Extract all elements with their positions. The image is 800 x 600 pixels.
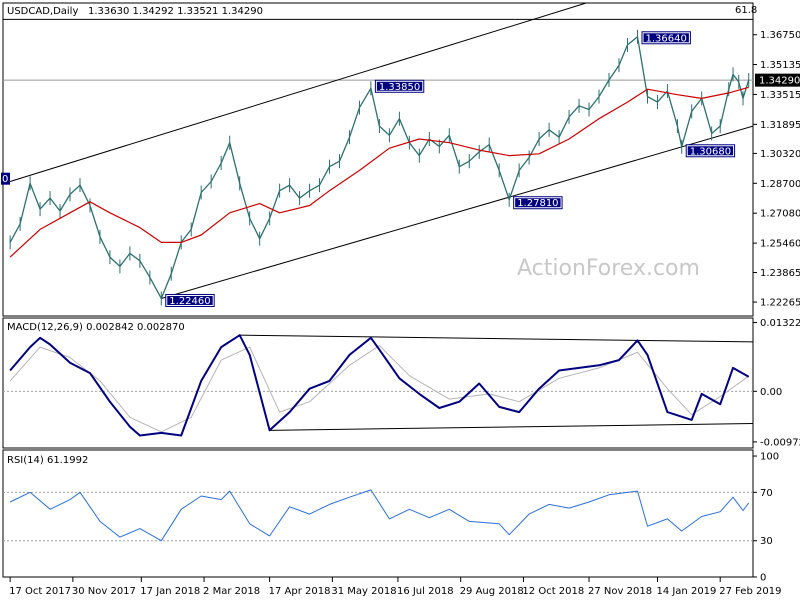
macd-panel-frame xyxy=(2,317,754,449)
last-price-label: 1.34290 xyxy=(759,76,800,87)
watermark: ActionForex.com xyxy=(517,256,700,281)
rsi-title: RSI(14) 61.1992 xyxy=(7,455,88,466)
macd-signal-line xyxy=(9,345,749,433)
x-tick-label: 17 Jan 2018 xyxy=(140,586,200,597)
swing-label-box xyxy=(641,31,691,45)
ohlc-values: 1.33630 1.34292 1.33521 1.34290 xyxy=(88,6,263,17)
swing-label-box xyxy=(685,144,736,158)
price-panel-frame xyxy=(2,2,754,317)
price-y-tick-label: 1.35135 xyxy=(760,60,800,71)
edge-label-box xyxy=(1,172,10,185)
price-y-tick-label: 1.36750 xyxy=(760,30,800,41)
x-tick-label: 12 Oct 2018 xyxy=(522,586,584,597)
rsi-panel-frame xyxy=(2,449,754,578)
swing-label: 1.36640 xyxy=(646,33,687,44)
channel-lower-line xyxy=(161,125,754,299)
x-tick-label: 27 Feb 2019 xyxy=(719,586,781,597)
x-tick-label: 29 Aug 2018 xyxy=(460,586,524,597)
rsi-layer xyxy=(3,489,753,542)
last-price-box xyxy=(755,73,800,87)
price-y-tick-label: 1.22265 xyxy=(760,298,800,309)
price-y-tick-label: 1.30320 xyxy=(760,149,800,160)
fib-label: 61.8 xyxy=(735,5,757,16)
moving-average-line xyxy=(9,86,749,258)
swing-label-box-inner xyxy=(166,294,214,306)
rsi-y-tick-label: 30 xyxy=(760,536,773,547)
swing-label-box xyxy=(513,196,563,210)
rsi-y-tick-label: 100 xyxy=(760,452,779,463)
macd-y-tick-label: 0.00 xyxy=(760,387,782,398)
swing-label-box-inner xyxy=(514,197,562,209)
price-y-tick-label: 1.28700 xyxy=(760,179,800,190)
axis-layer: 1.36750 1.35135 1.33515 1.31895 1.30320 1.287… xyxy=(9,30,800,597)
swing-label: 1.30680 xyxy=(690,146,731,157)
chart-header: USDCAD,Daily xyxy=(7,6,78,17)
swing-label: 1.27810 xyxy=(517,198,558,209)
edge-label: 0 xyxy=(2,174,8,185)
swing-label: 1.22460 xyxy=(169,296,210,307)
swing-label-box xyxy=(374,79,425,93)
channel-upper-line xyxy=(9,2,587,182)
swing-label-box xyxy=(165,293,215,307)
macd-layer xyxy=(3,334,754,437)
price-series-line xyxy=(9,36,750,300)
price-layer: 1.22460 1.33850 1.27810 1.36640 1.30680 0 xyxy=(1,2,754,307)
x-tick-label: 2 Mar 2018 xyxy=(203,586,260,597)
swing-label-box-inner xyxy=(686,145,735,157)
macd-title: MACD(12,26,9) 0.002842 0.002870 xyxy=(7,322,185,333)
x-tick-label: 14 Jan 2019 xyxy=(656,586,716,597)
macd-y-tick-label: 0.013224 xyxy=(760,318,800,329)
swing-label-box-inner xyxy=(375,80,424,92)
rsi-line xyxy=(9,489,750,542)
swing-label: 1.33850 xyxy=(379,82,420,93)
price-y-tick-label: 1.31895 xyxy=(760,120,800,131)
rsi-y-tick-label: 70 xyxy=(760,488,773,499)
x-tick-label: 30 Nov 2017 xyxy=(72,586,136,597)
x-tick-label: 17 Apr 2018 xyxy=(269,586,331,597)
macd-y-tick-label: -0.009721 xyxy=(760,437,800,448)
x-tick-label: 17 Oct 2017 xyxy=(9,586,71,597)
price-y-tick-label: 1.23865 xyxy=(760,268,800,279)
x-tick-label: 31 May 2018 xyxy=(331,586,396,597)
swing-label-box-inner xyxy=(642,32,690,44)
macd-upper-trendline xyxy=(239,334,754,343)
rsi-y-tick-label: 0 xyxy=(760,573,766,584)
price-y-tick-label: 1.33515 xyxy=(760,90,800,101)
price-y-tick-label: 1.27080 xyxy=(760,209,800,220)
macd-lower-trendline xyxy=(269,423,754,431)
price-y-tick-label: 1.25460 xyxy=(760,239,800,250)
x-tick-label: 27 Nov 2018 xyxy=(588,586,652,597)
x-tick-label: 16 Jul 2018 xyxy=(397,586,454,597)
macd-line xyxy=(9,334,750,437)
